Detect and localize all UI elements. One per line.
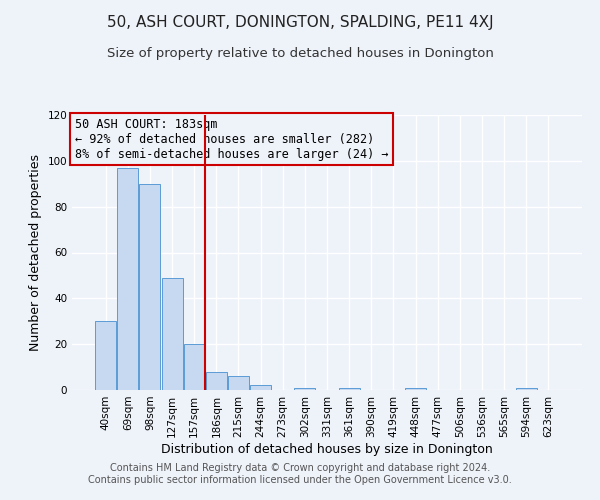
Bar: [139, 184, 160, 390]
Y-axis label: Number of detached properties: Number of detached properties: [29, 154, 42, 351]
Bar: [228, 376, 249, 390]
Bar: [161, 278, 182, 390]
Bar: [405, 388, 426, 390]
Bar: [206, 372, 227, 390]
Text: Contains HM Land Registry data © Crown copyright and database right 2024.
Contai: Contains HM Land Registry data © Crown c…: [88, 464, 512, 485]
Text: 50 ASH COURT: 183sqm
← 92% of detached houses are smaller (282)
8% of semi-detac: 50 ASH COURT: 183sqm ← 92% of detached h…: [74, 118, 388, 161]
Bar: [338, 388, 359, 390]
Bar: [250, 386, 271, 390]
X-axis label: Distribution of detached houses by size in Donington: Distribution of detached houses by size …: [161, 442, 493, 456]
Bar: [95, 322, 116, 390]
Bar: [118, 168, 139, 390]
Text: 50, ASH COURT, DONINGTON, SPALDING, PE11 4XJ: 50, ASH COURT, DONINGTON, SPALDING, PE11…: [107, 15, 493, 30]
Bar: [295, 388, 316, 390]
Bar: [515, 388, 536, 390]
Text: Size of property relative to detached houses in Donington: Size of property relative to detached ho…: [107, 48, 493, 60]
Bar: [184, 344, 205, 390]
